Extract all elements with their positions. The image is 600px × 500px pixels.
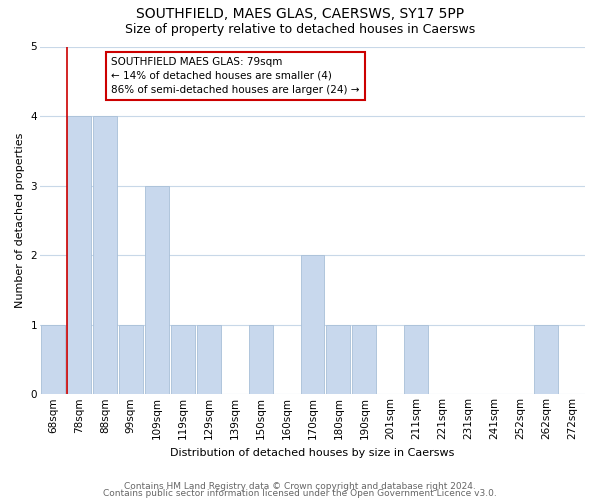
Bar (171, 324, 194, 394)
Y-axis label: Number of detached properties: Number of detached properties (15, 132, 25, 308)
Bar (404, 324, 428, 394)
Bar (119, 324, 143, 394)
Bar (326, 324, 350, 394)
Text: Size of property relative to detached houses in Caersws: Size of property relative to detached ho… (125, 22, 475, 36)
Bar (248, 324, 272, 394)
Bar (145, 186, 169, 394)
Text: Contains public sector information licensed under the Open Government Licence v3: Contains public sector information licen… (103, 489, 497, 498)
Text: SOUTHFIELD, MAES GLAS, CAERSWS, SY17 5PP: SOUTHFIELD, MAES GLAS, CAERSWS, SY17 5PP (136, 8, 464, 22)
Bar (41, 324, 65, 394)
Bar (197, 324, 221, 394)
Text: SOUTHFIELD MAES GLAS: 79sqm
← 14% of detached houses are smaller (4)
86% of semi: SOUTHFIELD MAES GLAS: 79sqm ← 14% of det… (111, 57, 359, 95)
Bar (93, 116, 117, 394)
Bar (352, 324, 376, 394)
Bar (67, 116, 91, 394)
Bar (534, 324, 558, 394)
X-axis label: Distribution of detached houses by size in Caersws: Distribution of detached houses by size … (170, 448, 455, 458)
Text: Contains HM Land Registry data © Crown copyright and database right 2024.: Contains HM Land Registry data © Crown c… (124, 482, 476, 491)
Bar (301, 255, 325, 394)
